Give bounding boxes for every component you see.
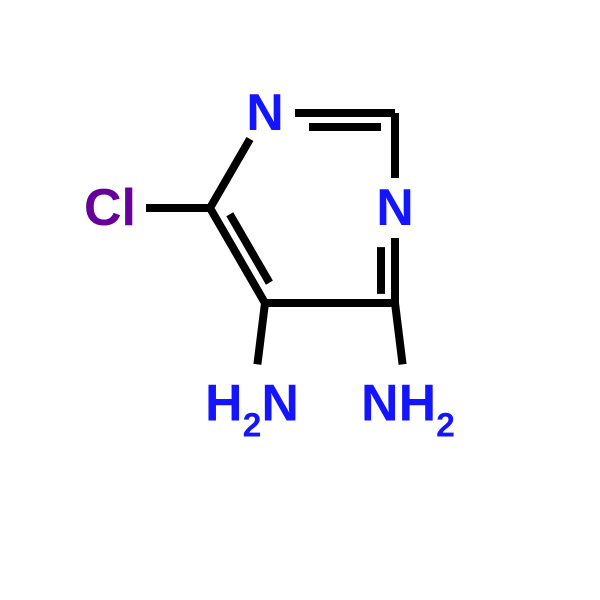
bond-layer xyxy=(0,0,600,600)
atom-NH2a: H2N xyxy=(205,377,299,438)
atom-N3: N xyxy=(246,87,284,139)
atom-NH2b: NH2 xyxy=(361,377,455,438)
atom-Cl: Cl xyxy=(84,182,136,234)
atom-N1: N xyxy=(376,182,414,234)
molecule-canvas: N N Cl H2N NH2 xyxy=(0,0,600,600)
